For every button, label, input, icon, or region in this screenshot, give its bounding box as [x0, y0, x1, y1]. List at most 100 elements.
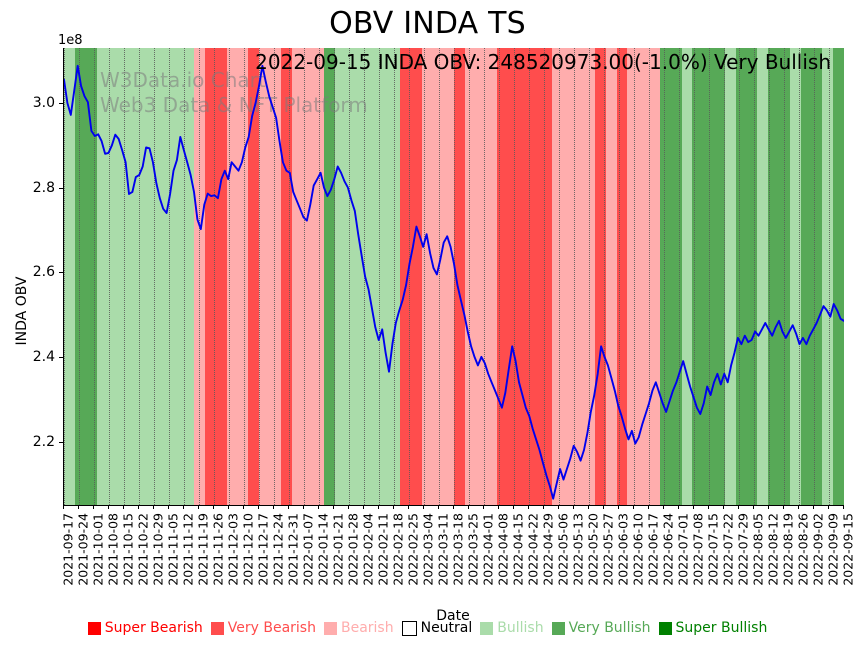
gridline-vertical: [319, 48, 320, 505]
y-tick-label: 3.0: [32, 95, 55, 111]
x-tick-mark: [813, 505, 814, 509]
sentiment-band: [139, 48, 152, 505]
x-tick-label: 2021-11-12: [180, 513, 196, 586]
gridline-vertical: [199, 48, 200, 505]
legend-swatch: [658, 621, 672, 635]
gridline-vertical: [169, 48, 170, 505]
sentiment-band: [703, 48, 715, 505]
x-tick-mark: [603, 505, 604, 509]
gridline-vertical: [154, 48, 155, 505]
gridline-vertical: [724, 48, 725, 505]
legend-item[interactable]: Bearish: [323, 620, 394, 636]
gridline-vertical: [109, 48, 110, 505]
x-tick-mark: [303, 505, 304, 509]
x-tick-mark: [828, 505, 829, 509]
x-axis: 2021-09-17 2021-09-24 2021-10-01 2021-10-08…: [61, 505, 855, 605]
sentiment-band: [833, 48, 844, 505]
sentiment-band: [508, 48, 520, 505]
legend-label: Very Bearish: [227, 620, 316, 636]
gridline-vertical: [349, 48, 350, 505]
x-tick-label: 2022-06-24: [660, 513, 676, 586]
gridline-vertical: [379, 48, 380, 505]
sentiment-band: [497, 48, 509, 505]
sentiment-band: [226, 48, 238, 505]
gridline-vertical: [79, 48, 80, 505]
gridline-vertical: [814, 48, 815, 505]
x-tick-mark: [618, 505, 619, 509]
sentiment-band: [594, 48, 607, 505]
gridline-vertical: [124, 48, 125, 505]
legend-item[interactable]: Super Bullish: [658, 620, 767, 636]
gridline-vertical: [529, 48, 530, 505]
x-tick-mark: [648, 505, 649, 509]
legend-label: Very Bullish: [568, 620, 651, 636]
x-tick-label: 2022-07-15: [705, 513, 721, 586]
x-tick-label: 2022-06-03: [615, 513, 631, 586]
x-tick-mark: [183, 505, 184, 509]
gridline-vertical: [499, 48, 500, 505]
gridline-vertical: [394, 48, 395, 505]
legend-item[interactable]: Very Bearish: [210, 620, 316, 636]
x-tick-label: 2022-07-08: [690, 513, 706, 586]
x-tick-label: 2021-11-26: [210, 513, 226, 586]
x-tick-mark: [258, 505, 259, 509]
sentiment-band: [724, 48, 737, 505]
legend-item[interactable]: Super Bearish: [87, 620, 203, 636]
y-tick-mark: [59, 103, 63, 104]
x-tick-mark: [363, 505, 364, 509]
x-tick-label: 2021-10-08: [105, 513, 121, 586]
legend-item[interactable]: Neutral: [401, 620, 472, 636]
sentiment-band: [161, 48, 173, 505]
sentiment-band: [605, 48, 618, 505]
x-tick-label: 2022-09-09: [825, 513, 841, 586]
x-tick-mark: [213, 505, 214, 509]
sentiment-band: [486, 48, 498, 505]
x-tick-label: 2022-03-18: [450, 513, 466, 586]
sentiment-band: [183, 48, 195, 505]
gridline-vertical: [544, 48, 545, 505]
gridline-vertical: [229, 48, 230, 505]
x-tick-mark: [108, 505, 109, 509]
x-tick-label: 2022-04-15: [510, 513, 526, 586]
x-tick-label: 2022-05-27: [600, 513, 616, 586]
sentiment-band: [107, 48, 119, 505]
sentiment-band: [118, 48, 130, 505]
legend-item[interactable]: Bullish: [480, 620, 544, 636]
x-tick-label: 2021-10-22: [135, 513, 151, 586]
sentiment-band: [627, 48, 639, 505]
x-tick-mark: [348, 505, 349, 509]
gridline-vertical: [604, 48, 605, 505]
x-tick-label: 2022-01-28: [345, 513, 361, 586]
x-tick-mark: [318, 505, 319, 509]
x-tick-mark: [273, 505, 274, 509]
sentiment-band: [649, 48, 661, 505]
x-tick-label: 2021-12-03: [225, 513, 241, 586]
gridline-vertical: [709, 48, 710, 505]
gridline-vertical: [829, 48, 830, 505]
gridline-vertical: [184, 48, 185, 505]
y-tick-label: 2.8: [32, 179, 55, 196]
sentiment-band: [616, 48, 628, 505]
sentiment-band: [345, 48, 358, 505]
x-tick-label: 2022-03-11: [435, 513, 451, 586]
sentiment-band: [573, 48, 585, 505]
x-tick-label: 2022-02-18: [390, 513, 406, 586]
sentiment-band: [324, 48, 336, 505]
gridline-vertical: [574, 48, 575, 505]
x-tick-mark: [783, 505, 784, 509]
x-tick-label: 2021-12-24: [270, 513, 286, 586]
legend-swatch: [480, 621, 494, 635]
x-tick-mark: [468, 505, 469, 509]
x-tick-mark: [198, 505, 199, 509]
legend-item[interactable]: Very Bullish: [551, 620, 651, 636]
y-tick-mark: [59, 187, 63, 189]
legend-swatch: [87, 621, 101, 635]
x-tick-mark: [633, 505, 634, 509]
y-tick-mark: [59, 356, 63, 358]
gridline-vertical: [799, 48, 800, 505]
gridline-vertical: [94, 48, 95, 505]
legend-swatch: [210, 621, 224, 635]
sentiment-band: [259, 48, 271, 505]
x-tick-label: 2021-11-05: [165, 513, 181, 586]
